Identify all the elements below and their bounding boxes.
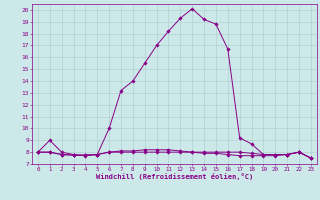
X-axis label: Windchill (Refroidissement éolien,°C): Windchill (Refroidissement éolien,°C): [96, 173, 253, 180]
